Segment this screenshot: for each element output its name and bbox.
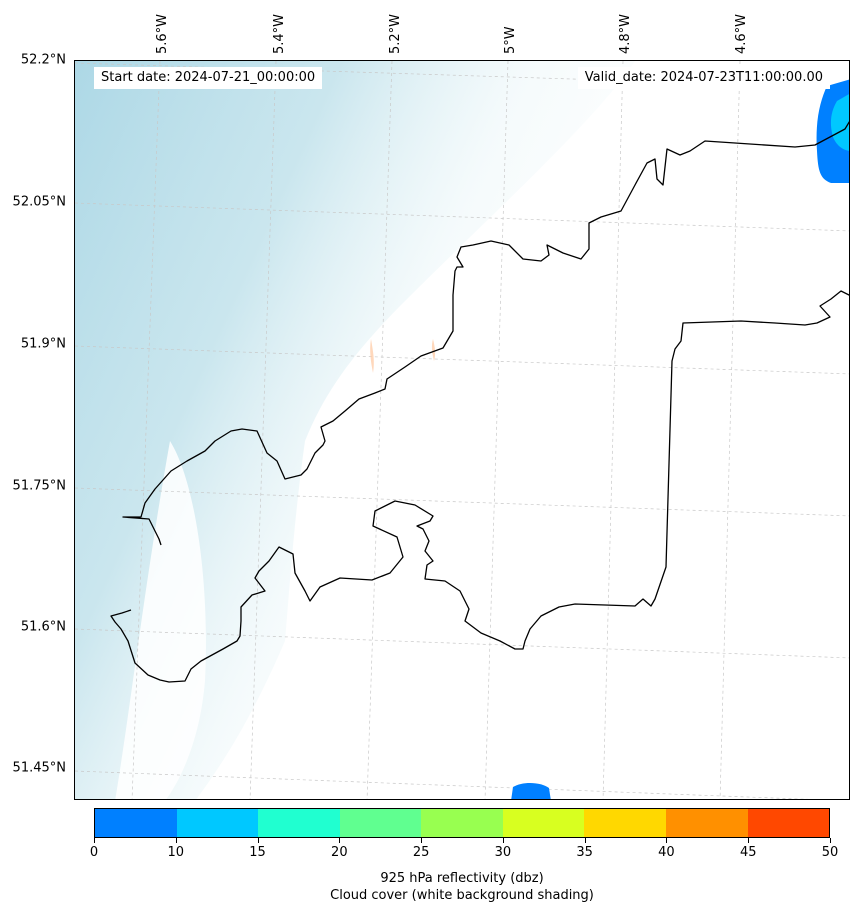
colorbar-segment (421, 809, 503, 837)
lon-label-5-2w: 5.2°W (388, 13, 403, 54)
lon-label-5-4w: 5.4°W (272, 13, 287, 54)
valid-date-label: Valid_date: 2024-07-23T11:00:00.00 (577, 67, 830, 89)
reflectivity-cell-ne-inner (830, 94, 849, 151)
colorbar-tick (175, 838, 177, 843)
lon-gridline (602, 61, 624, 799)
colorbar-tick-label: 40 (658, 845, 675, 860)
lon-label-5-6w: 5.6°W (155, 13, 170, 54)
colorbar-segment (747, 809, 830, 837)
colorbar-segment (95, 809, 177, 837)
colorbar-segment (502, 809, 585, 837)
reflectivity-speck (370, 339, 374, 373)
colorbar-tick-label: 0 (89, 845, 99, 860)
start-date-label: Start date: 2024-07-21_00:00:00 (94, 67, 323, 89)
colorbar-tick (584, 838, 586, 843)
lon-label-5w: 5°W (503, 26, 518, 54)
coastline (110, 121, 849, 683)
colorbar-tick-label: 30 (494, 845, 512, 860)
colorbar-caption-cloud: Cloud cover (white background shading) (330, 888, 594, 903)
colorbar-tick (748, 838, 750, 843)
colorbar-tick (339, 838, 341, 843)
colorbar-tick (666, 838, 668, 843)
map-canvas (75, 61, 849, 799)
cloud-clear-patch (115, 441, 206, 799)
colorbar-tick-label: 45 (739, 845, 757, 860)
reflectivity-cell-south (511, 783, 551, 799)
colorbar-segment (665, 809, 748, 837)
reflectivity-speck (431, 339, 436, 361)
colorbar-segment (584, 809, 666, 837)
colorbar-tick (502, 838, 504, 843)
colorbar-caption-reflectivity: 925 hPa reflectivity (dbz) (380, 871, 544, 886)
lat-label-52-2: 52.2°N (20, 52, 66, 68)
colorbar-tick (257, 838, 259, 843)
lat-label-51-75: 51.75°N (12, 478, 66, 494)
lon-label-4-6w: 4.6°W (734, 13, 749, 54)
colorbar-tick-label: 20 (331, 845, 348, 860)
lon-gridline (719, 61, 741, 799)
lat-label-51-6: 51.6°N (20, 619, 66, 635)
colorbar-tick-label: 35 (576, 845, 593, 860)
colorbar-segment (258, 809, 340, 837)
colorbar-tick-label: 50 (821, 845, 839, 860)
colorbar-tick (830, 838, 831, 843)
lon-label-4-8w: 4.8°W (618, 13, 633, 54)
colorbar (94, 808, 830, 838)
colorbar-tick-label: 10 (167, 845, 185, 860)
lat-label-51-45: 51.45°N (12, 760, 66, 776)
colorbar-tick (94, 838, 95, 843)
colorbar-tick (421, 838, 423, 843)
lat-label-52-05: 52.05°N (12, 194, 66, 210)
lat-label-51-9: 51.9°N (20, 336, 66, 352)
colorbar-tick-label: 25 (412, 845, 430, 860)
colorbar-tick-label: 15 (249, 845, 266, 860)
colorbar-segment (176, 809, 259, 837)
map-frame (74, 60, 850, 800)
colorbar-segment (339, 809, 422, 837)
cloud-shading (75, 61, 635, 799)
